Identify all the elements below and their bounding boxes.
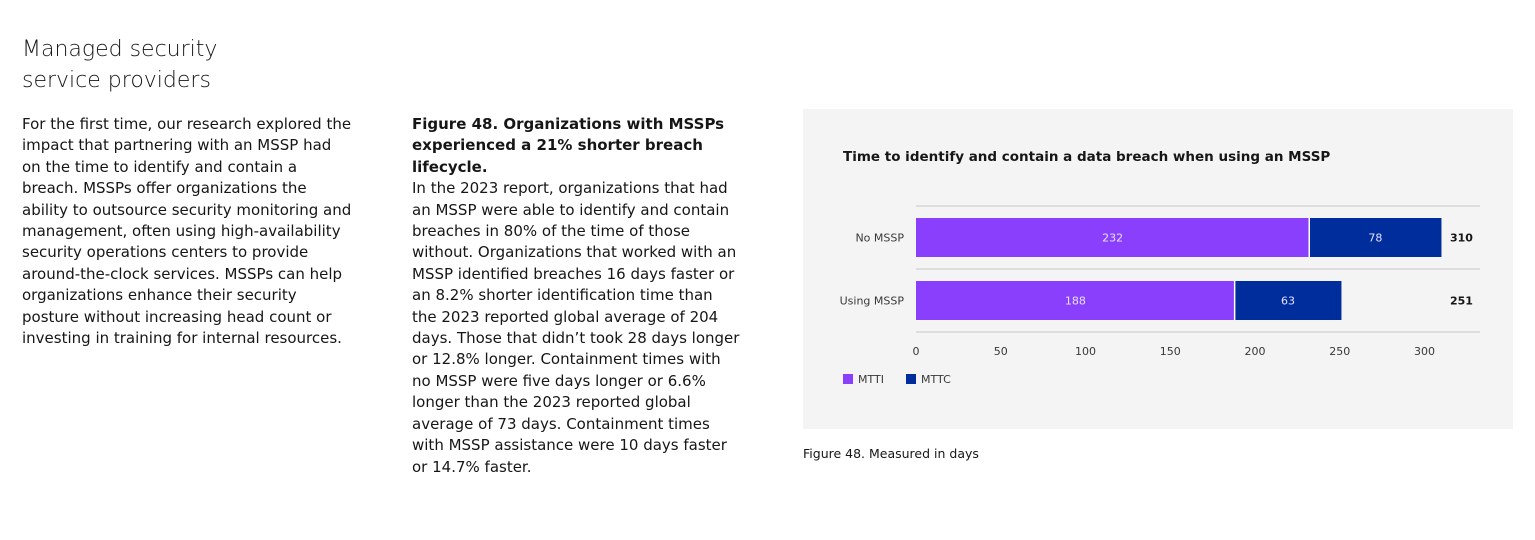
intro-paragraph: For the first time, our research explore… <box>22 115 352 348</box>
x-tick-label: 250 <box>1329 345 1350 358</box>
chart-title: Time to identify and contain a data brea… <box>843 149 1331 165</box>
bar-value-label: 63 <box>1281 295 1295 308</box>
figure-description: In the 2023 report, organizations that h… <box>412 179 740 476</box>
figure-caption: Figure 48. Measured in days <box>803 446 979 461</box>
x-tick-label: 300 <box>1414 345 1435 358</box>
bar-mtti <box>916 281 1235 320</box>
category-label: Using MSSP <box>840 295 905 308</box>
bar-mtti <box>916 218 1310 257</box>
stacked-bar-chart: No MSSP 232 78 310 Using MSSP 188 63 251 0 50 100 1… <box>840 205 1480 386</box>
x-tick-label: 100 <box>1075 345 1096 358</box>
figure-title: Figure 48. Organizations with MSSPs expe… <box>412 115 725 176</box>
legend-swatch-mtti <box>843 374 853 384</box>
legend-label: MTTC <box>921 373 951 386</box>
bar-mttc <box>1234 281 1342 320</box>
category-label: No MSSP <box>855 232 904 245</box>
legend-swatch-mttc <box>906 374 916 384</box>
bar-mttc <box>1309 218 1442 257</box>
x-tick-label: 0 <box>913 345 920 358</box>
x-tick-label: 50 <box>994 345 1008 358</box>
bar-value-label: 188 <box>1065 295 1086 308</box>
bar-value-label: 78 <box>1368 232 1382 245</box>
x-tick-label: 150 <box>1160 345 1181 358</box>
chart-panel: Time to identify and contain a data brea… <box>803 109 1513 429</box>
legend-label: MTTI <box>858 373 884 386</box>
total-label: 310 <box>1450 232 1473 245</box>
x-tick-label: 200 <box>1245 345 1266 358</box>
figure-text-column: Figure 48. Organizations with MSSPs expe… <box>412 114 742 478</box>
total-label: 251 <box>1450 295 1473 308</box>
section-heading: Managed security service providers <box>22 37 218 93</box>
bar-value-label: 232 <box>1102 232 1123 245</box>
